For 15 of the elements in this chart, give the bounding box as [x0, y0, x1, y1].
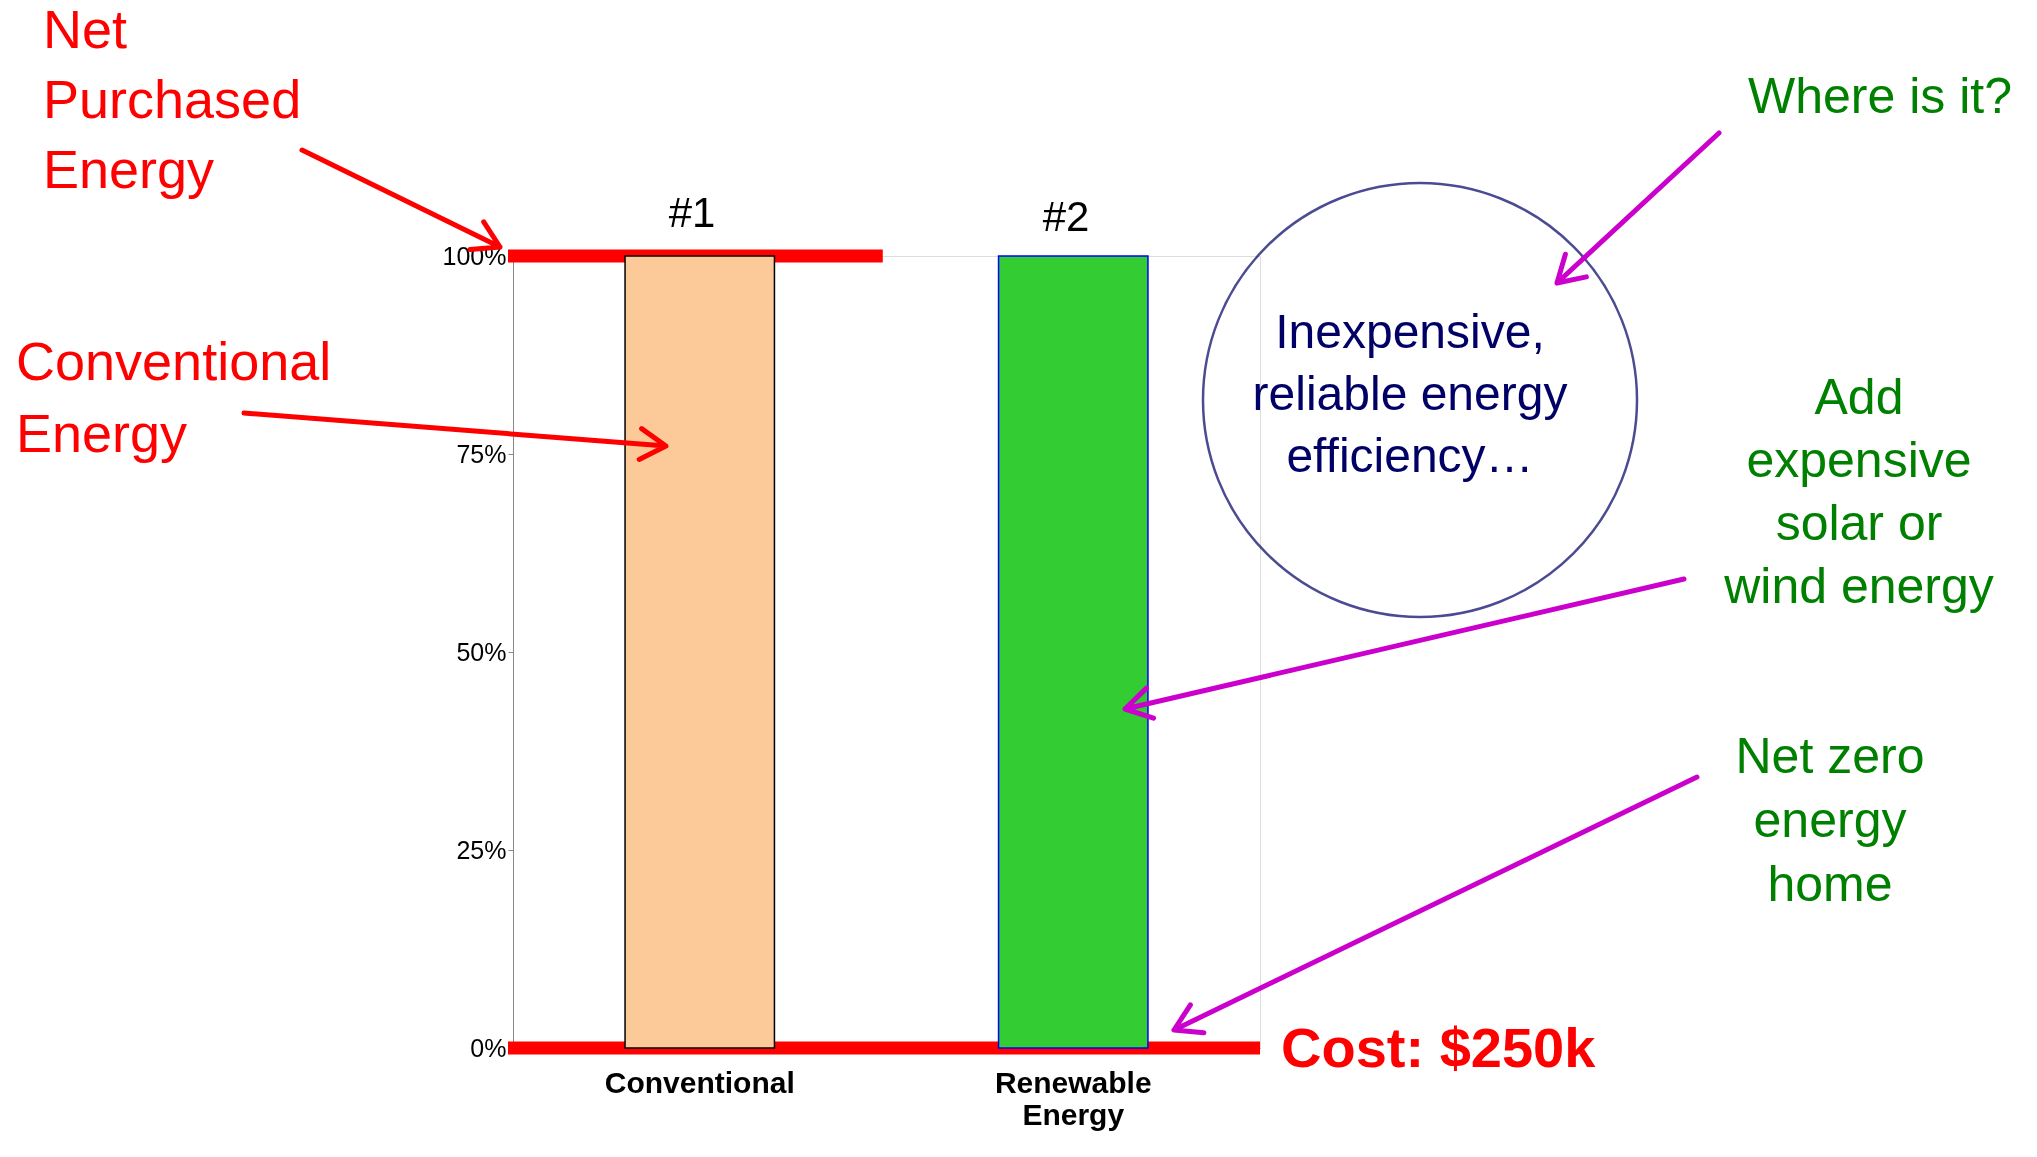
text: Conventional Energy — [16, 331, 332, 463]
y-tick-label: 0% — [470, 1033, 507, 1062]
y-tick-label: 75% — [456, 439, 507, 468]
annotation: Inexpensive, reliable energy efficiency… — [1252, 305, 1568, 482]
x-tick-label: Renewable Energy — [994, 1065, 1152, 1131]
text: #1 — [668, 189, 716, 236]
text: #2 — [1042, 193, 1090, 240]
x-tick-label: Conventional — [604, 1065, 795, 1099]
text: Net Purchased Energy — [43, 0, 302, 199]
text: Where is it? — [1748, 68, 2012, 124]
y-tick-label: 50% — [456, 637, 507, 666]
text: Cost: $250k — [1281, 1016, 1597, 1079]
y-tick-label: 25% — [456, 835, 507, 864]
text: Add expensive solar or wind energy — [1723, 369, 1994, 614]
text: Net zero energy home — [1735, 728, 1925, 912]
